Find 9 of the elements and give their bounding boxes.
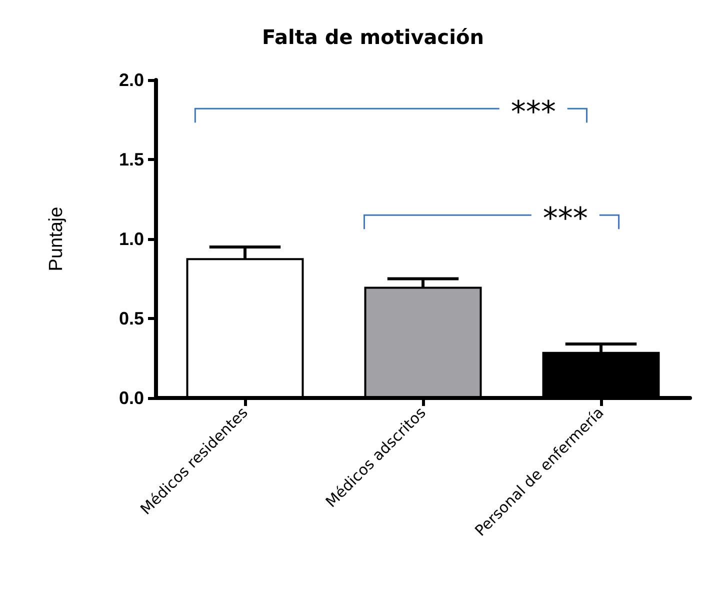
- y-tick-label: 2.0: [118, 70, 144, 90]
- y-axis-title: Puntaje: [46, 206, 67, 272]
- y-tick-label: 1.5: [118, 150, 144, 170]
- y-tick-label: 0.5: [118, 308, 144, 328]
- annotation: ***: [542, 202, 588, 237]
- y-tick-label: 0.0: [118, 388, 144, 408]
- chart-title: Falta de motivación: [262, 25, 484, 49]
- annotation: ***: [510, 95, 556, 130]
- y-tick-label: 1.0: [118, 229, 144, 249]
